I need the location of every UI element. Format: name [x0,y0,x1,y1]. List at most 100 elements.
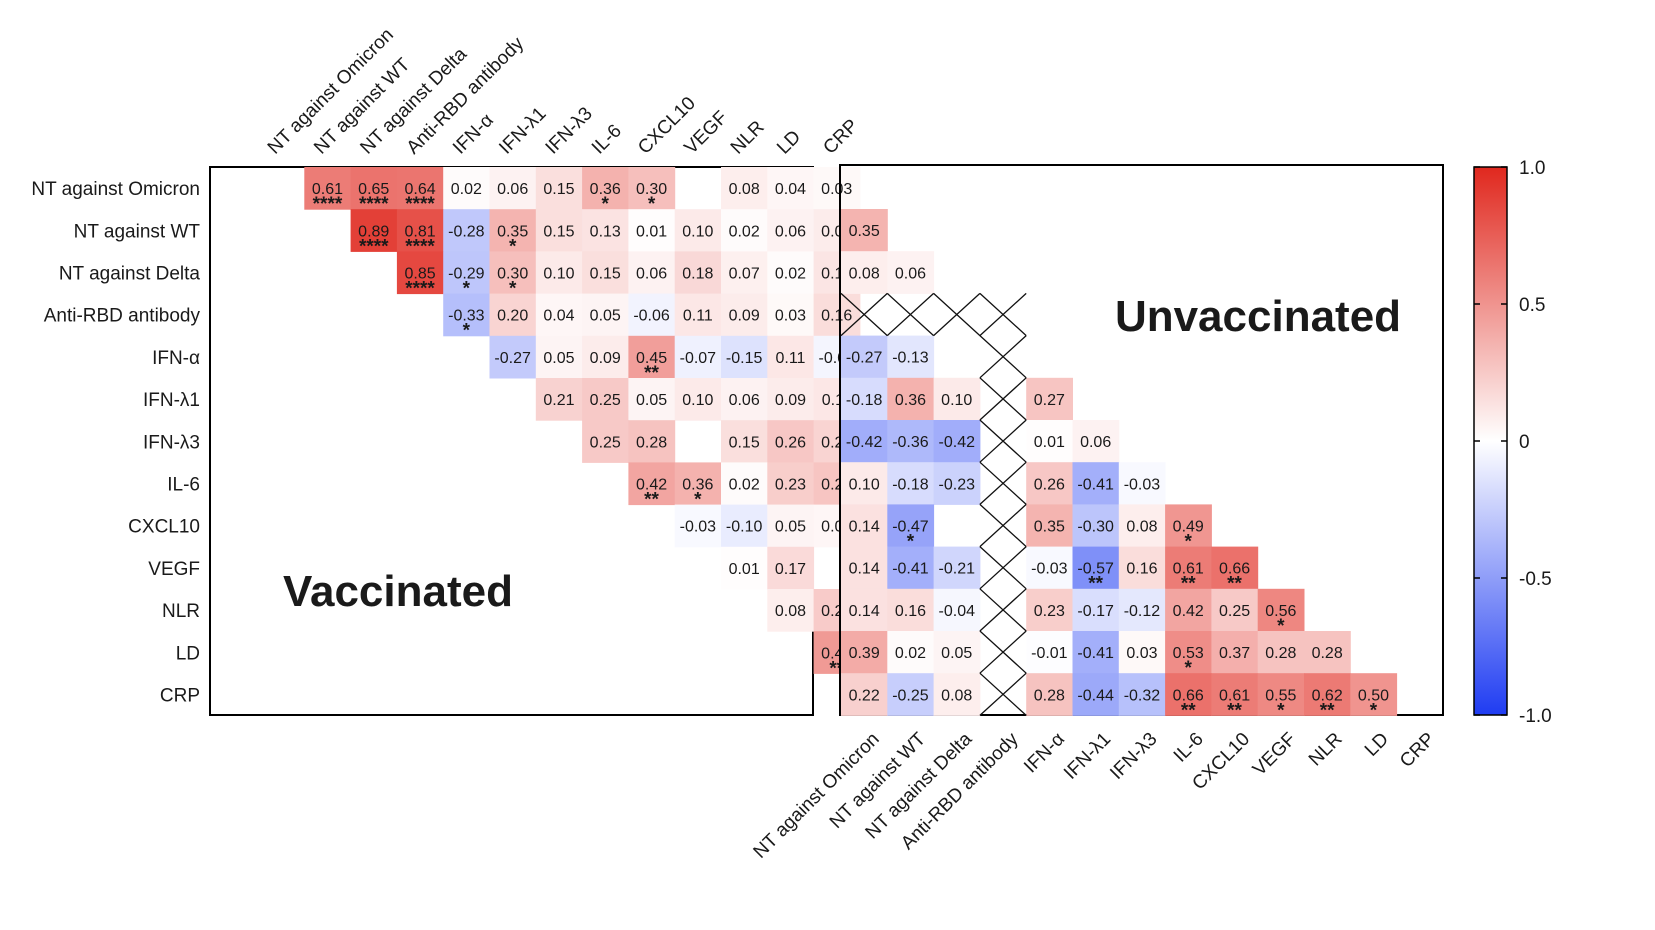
vaccinated-cell [443,251,490,295]
vaccinated-significance-mark: **** [313,194,343,215]
unvaccinated-cell-value: 0.02 [895,645,926,662]
unvaccinated-col-label-ifn-3: IFN-λ3 [1106,729,1161,784]
unvaccinated-cell [1026,462,1073,505]
vaccinated-cell-value: 0.06 [497,181,528,198]
vaccinated-cell-value: 0.25 [590,434,621,451]
colorbar-tick-label: 0 [1519,432,1530,453]
unvaccinated-cell-value: -0.41 [1077,645,1114,662]
vaccinated-cell [582,209,629,252]
unvaccinated-cell-value: -0.42 [939,434,976,451]
vaccinated-cell-value: 0.35 [497,223,528,240]
vaccinated-cell-value: 0.30 [636,181,667,198]
unvaccinated-cell-value: -0.47 [892,519,929,536]
unvaccinated-cell [1026,631,1073,674]
unvaccinated-cell-value: 0.08 [941,687,972,704]
vaccinated-cell-value: 0.17 [775,561,806,578]
unvaccinated-cell-value: 0.26 [1034,476,1065,493]
vaccinated-cell [674,504,722,548]
unvaccinated-cell [1026,673,1073,716]
vaccinated-row-label-ifn-3: IFN-λ3 [143,432,200,453]
vaccinated-row-label-cxcl10: CXCL10 [128,517,200,538]
vaccinated-cell [304,167,352,210]
vaccinated-cell-value: 0.02 [451,181,482,198]
vaccinated-cell [813,293,861,337]
vaccinated-cell-value: -0.15 [726,350,763,367]
vaccinated-cell [535,335,583,379]
vaccinated-cell-value: 0.64 [404,181,435,198]
unvaccinated-cell-value: 0.08 [849,265,880,282]
vaccinated-significance-mark: * [694,490,702,511]
vaccinated-cell-value: 0.09 [590,350,621,367]
unvaccinated-cell-value: 0.16 [895,603,926,620]
vaccinated-cell [489,167,537,210]
unvaccinated-cell [1257,631,1305,674]
vaccinated-cell-value: 0.02 [729,477,760,494]
unvaccinated-cell [887,335,935,379]
vaccinated-cell-value: 0.01 [729,561,760,578]
unvaccinated-significance-mark: ** [1320,700,1335,721]
vaccinated-cell-value: 0.03 [775,308,806,325]
vaccinated-row-label-crp: CRP [160,686,200,707]
unvaccinated-cell [887,251,935,294]
colorbar-tick-label: -1.0 [1519,706,1552,727]
vaccinated-row-label-anti-rbd-antibody: Anti-RBD antibody [44,306,201,327]
vaccinated-significance-mark: ** [644,490,659,511]
unvaccinated-cell-value: 0.27 [1034,392,1065,409]
vaccinated-cell-value: 0.16 [821,308,852,325]
unvaccinated-cell [933,588,981,632]
vaccinated-cell-value: 0.25 [590,392,621,409]
vaccinated-cell-value: 0.15 [543,181,574,198]
vaccinated-row-label-nt-against-delta: NT against Delta [59,264,201,285]
unvaccinated-cell [887,462,935,505]
vaccinated-cell [628,209,676,252]
unvaccinated-cell [841,631,888,674]
vaccinated-cell [582,420,629,463]
vaccinated-significance-mark: **** [405,279,435,300]
vaccinated-cell-value: 0.08 [775,603,806,620]
unvaccinated-cell [1026,546,1073,590]
vaccinated-cell-value: -0.28 [448,223,485,240]
vaccinated-cell [767,420,815,463]
vaccinated-col-label-ld: LD [773,127,805,159]
vaccinated-cell [396,167,444,210]
vaccinated-cell-value: -0.33 [448,308,485,325]
vaccinated-cell [489,209,537,252]
vaccinated-cell-value: 0.06 [775,223,806,240]
vaccinated-cell [535,293,583,337]
unvaccinated-cell-value: 0.37 [1219,645,1250,662]
vaccinated-significance-mark: * [463,279,471,300]
vaccinated-cell-value: 0.09 [775,392,806,409]
vaccinated-cell-value: 0.02 [775,266,806,283]
vaccinated-cell-value: 0.65 [358,181,389,198]
unvaccinated-cell-value: -0.18 [846,392,883,409]
vaccinated-cell-value: 0.04 [543,308,574,325]
unvaccinated-cell-value: -0.21 [939,561,976,578]
vaccinated-cell [767,546,815,590]
vaccinated-cell-value: 0.11 [683,308,713,325]
vaccinated-cell [721,504,768,548]
unvaccinated-cell [841,251,888,294]
vaccinated-significance-mark: * [463,321,471,342]
vaccinated-row-label-ifn: IFN-α [152,348,200,369]
unvaccinated-cell [887,631,935,674]
vaccinated-row-label-nlr: NLR [162,601,200,622]
vaccinated-cell-value: 0.28 [636,434,667,451]
vaccinated-cell-value: 0.13 [590,223,621,240]
unvaccinated-heatmap-panel: 0.35 0.08 0.06 -0.27 -0.13 -0.18 0.36 0.10 0.27 -… [750,164,1444,863]
unvaccinated-cell [1072,546,1120,590]
unvaccinated-cell-value: -0.44 [1077,687,1114,704]
unvaccinated-cell-value: 0.23 [1034,603,1065,620]
vaccinated-cell-value: 0.05 [636,392,667,409]
unvaccinated-cell-value: -0.41 [1077,476,1114,493]
vaccinated-col-label-nlr: NLR [727,117,769,159]
vaccinated-cell-value: 0.05 [543,350,574,367]
unvaccinated-cell [841,420,888,463]
vaccinated-cell-value: 0.10 [543,266,574,283]
vaccinated-cell [535,167,583,210]
unvaccinated-col-label-nlr: NLR [1305,729,1347,771]
vaccinated-cell-value: 0.02 [729,223,760,240]
unvaccinated-cell-value: 0.66 [1219,561,1250,578]
unvaccinated-significance-mark: * [1185,658,1193,679]
unvaccinated-cell-value: -0.27 [846,350,883,367]
